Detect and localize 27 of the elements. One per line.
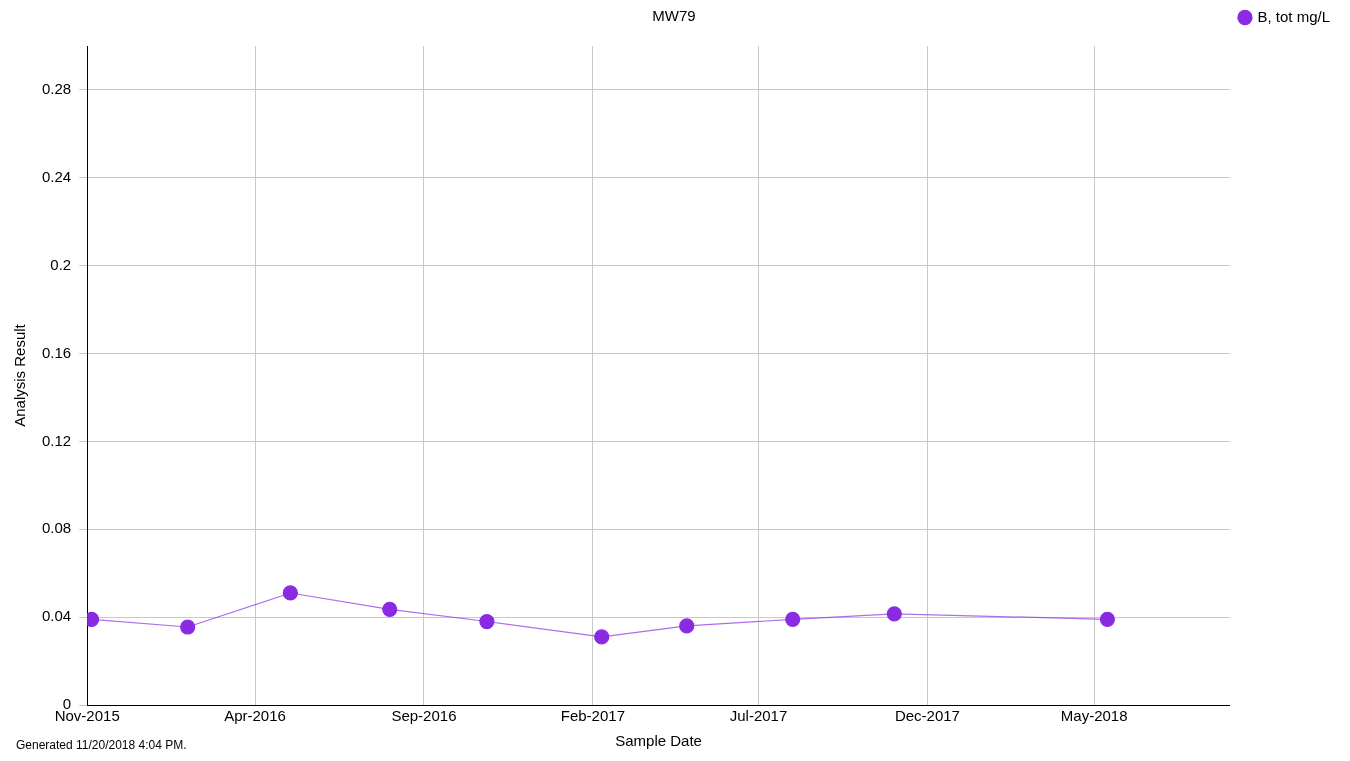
point <box>282 585 298 601</box>
x-tick-label: Jul-2017 <box>729 707 788 725</box>
chart-title: MW79 <box>652 7 696 25</box>
point <box>479 613 495 630</box>
text: Generated 11/20/2018 4:04 PM. <box>16 738 187 753</box>
point <box>180 619 196 635</box>
x-tick-label: Apr-2016 <box>224 707 286 725</box>
x-tick-label: Feb-2017 <box>560 707 625 725</box>
x-tick-label: May-2018 <box>1060 707 1128 725</box>
point <box>1099 611 1116 627</box>
point <box>785 611 801 627</box>
legend-label: B, tot mg/L <box>1257 7 1331 25</box>
point <box>382 601 398 618</box>
y-tick-label: 0.28 <box>41 80 72 98</box>
y-tick-label: 0.12 <box>41 431 72 449</box>
y-tick-label: 0.04 <box>41 607 72 625</box>
y-tick-label: 0.08 <box>41 519 72 537</box>
point <box>886 606 902 622</box>
x-axis-title: Sample Date <box>615 732 702 750</box>
point <box>679 618 695 634</box>
y-tick-label: 0.16 <box>41 343 72 361</box>
point <box>594 629 610 645</box>
y-tick-label: 0.24 <box>41 167 72 185</box>
x-tick-label: Sep-2016 <box>391 707 457 725</box>
x-tick-label: Dec-2017 <box>894 707 960 725</box>
y-tick-label: 0.2 <box>50 255 72 273</box>
y-axis-title: Analysis Result <box>11 323 29 427</box>
